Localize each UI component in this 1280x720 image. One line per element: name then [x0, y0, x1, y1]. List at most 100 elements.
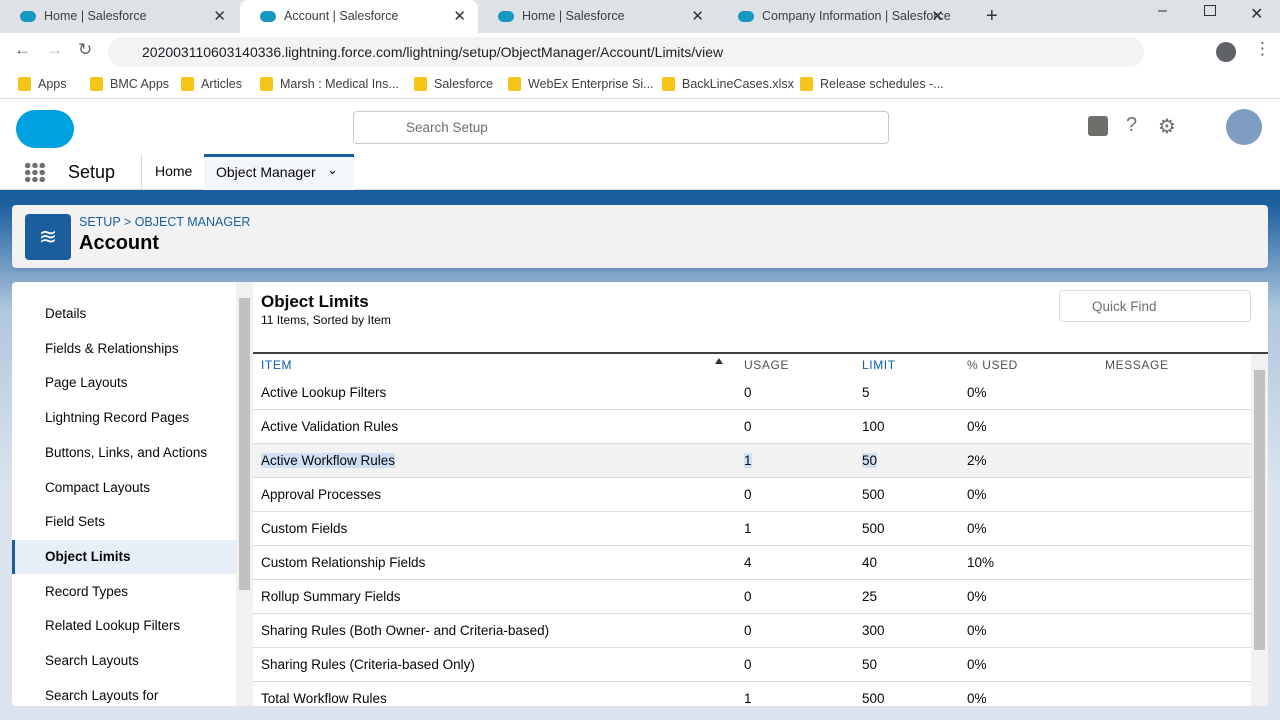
profile[interactable]: [1216, 42, 1236, 62]
tab-close[interactable]: ✕: [453, 8, 466, 25]
sidebar-scrollbar[interactable]: [236, 282, 253, 706]
bookmark[interactable]: WebEx Enterprise Si...: [508, 77, 654, 91]
add-button[interactable]: [1088, 116, 1108, 136]
scroll-thumb[interactable]: [1254, 370, 1265, 650]
table-cell: 10%: [967, 555, 995, 570]
table-cell: 1: [744, 453, 752, 468]
tab-close[interactable]: ✕: [691, 8, 704, 25]
column-header[interactable]: USAGE: [744, 358, 790, 372]
table-cell: 0%: [967, 419, 987, 434]
page-title: Account: [79, 232, 159, 254]
app-launcher[interactable]: [24, 162, 46, 182]
table-cell: Active Workflow Rules: [261, 453, 396, 468]
sidebar-item[interactable]: Search Layouts for: [45, 687, 159, 703]
reload[interactable]: ↻: [78, 40, 93, 59]
column-header[interactable]: MESSAGE: [1105, 358, 1169, 372]
table-cell: 1: [744, 521, 752, 536]
sort-indicator[interactable]: [715, 358, 723, 364]
table-row[interactable]: Approval Processes 0 500 0%: [253, 478, 1251, 512]
nav-dropdown[interactable]: ⌄: [327, 162, 338, 177]
settings[interactable]: ⚙: [1158, 116, 1176, 138]
help[interactable]: ?: [1126, 114, 1138, 136]
table-cell: Active Lookup Filters: [261, 385, 387, 400]
app-name: Setup: [68, 162, 116, 182]
sidebar-item[interactable]: Compact Layouts: [45, 479, 151, 495]
sidebar-item[interactable]: Search Layouts: [45, 653, 139, 668]
sidebar-item[interactable]: Fields & Relationships: [45, 340, 179, 356]
bookmark[interactable]: BackLineCases.xlsx: [662, 77, 794, 91]
object-header: ≋ SETUP > OBJECT MANAGER Account: [12, 205, 1268, 268]
table-cell: 25: [862, 589, 878, 604]
table-cell: 500: [862, 521, 885, 536]
quick-find[interactable]: Quick Find: [1059, 290, 1251, 322]
bookmark[interactable]: Articles: [181, 77, 242, 91]
table-row[interactable]: Active Lookup Filters 0 5 0%: [253, 376, 1251, 410]
table-row[interactable]: Custom Relationship Fields 4 40 10%: [253, 546, 1251, 580]
tab-icon: [498, 11, 514, 22]
sidebar-item[interactable]: Field Sets: [45, 514, 106, 530]
column-header[interactable]: ITEM: [261, 358, 293, 372]
table-cell: Custom Fields: [261, 521, 348, 536]
nav-tab[interactable]: Home: [141, 154, 204, 190]
table-cell: Rollup Summary Fields: [261, 589, 401, 604]
browser-tab[interactable]: Company Information | Salesforce ✕: [718, 0, 956, 33]
bookmark[interactable]: Marsh : Medical Ins...: [260, 77, 399, 91]
bookmark[interactable]: Apps: [18, 77, 67, 91]
tab-close[interactable]: ✕: [931, 8, 944, 25]
scroll-thumb[interactable]: [239, 298, 250, 590]
bookmark[interactable]: Release schedules -...: [800, 77, 944, 91]
tab-close[interactable]: ✕: [213, 8, 226, 25]
restore[interactable]: [1204, 5, 1216, 16]
column-header[interactable]: % USED: [967, 358, 1018, 372]
table-cell: 4: [744, 555, 752, 570]
bookmark[interactable]: Salesforce: [413, 77, 494, 91]
table-row[interactable]: Sharing Rules (Criteria-based Only) 0 50 0%: [253, 648, 1251, 682]
tab-bar: + – ✕ Home | Salesforce ✕ Account | Salesf…: [0, 0, 1280, 33]
column-header[interactable]: LIMIT: [862, 358, 896, 372]
table-cell: 40: [862, 555, 878, 570]
minimize[interactable]: –: [1158, 2, 1167, 19]
table-cell: 500: [862, 691, 885, 706]
search-setup[interactable]: Search Setup: [353, 111, 889, 144]
table-cell: 50: [862, 657, 878, 672]
section-title: Object Limits: [261, 292, 369, 311]
avatar[interactable]: [1226, 109, 1262, 145]
table-cell: 0%: [967, 589, 987, 604]
sidebar-item[interactable]: Object Limits: [12, 539, 236, 574]
close-window[interactable]: ✕: [1250, 6, 1264, 23]
table-cell: 500: [862, 487, 885, 502]
sidebar-item[interactable]: Details: [45, 306, 87, 321]
browser-tab[interactable]: Account | Salesforce ✕: [240, 0, 478, 33]
url[interactable]: 202003110603140336.lightning.force.com/l…: [108, 37, 1144, 67]
table-row[interactable]: Custom Fields 1 500 0%: [253, 512, 1251, 546]
table-row[interactable]: Active Workflow Rules 1 50 2%: [253, 444, 1251, 478]
table-cell: 0%: [967, 487, 987, 502]
table-row[interactable]: Rollup Summary Fields 0 25 0%: [253, 580, 1251, 614]
sidebar-item[interactable]: Record Types: [45, 583, 129, 599]
table-cell: 5: [862, 385, 870, 400]
table-row[interactable]: Total Workflow Rules 1 500 0%: [253, 682, 1251, 706]
sidebar: Details Fields & Relationships Page Layout…: [12, 282, 253, 706]
sidebar-item[interactable]: Related Lookup Filters: [45, 618, 181, 634]
menu[interactable]: ⋮: [1254, 39, 1271, 58]
table-scrollbar[interactable]: [1251, 354, 1268, 706]
browser-tab[interactable]: Home | Salesforce ✕: [478, 0, 716, 33]
table-row[interactable]: Sharing Rules (Both Owner- and Criteria-…: [253, 614, 1251, 648]
bookmark[interactable]: BMC Apps: [89, 77, 170, 91]
table-cell: Active Validation Rules: [261, 419, 399, 434]
new-tab[interactable]: +: [986, 5, 998, 27]
table-top-border: [253, 352, 1268, 354]
sidebar-item[interactable]: Buttons, Links, and Actions: [45, 444, 208, 460]
browser-tab[interactable]: Home | Salesforce ✕: [0, 0, 238, 33]
table-row[interactable]: Active Validation Rules 0 100 0%: [253, 410, 1251, 444]
nav-tab[interactable]: Object Manager: [204, 154, 354, 190]
content-panel: Object Limits 11 Items, Sorted by Item Q…: [253, 282, 1268, 706]
sidebar-item[interactable]: Page Layouts: [45, 375, 128, 391]
back[interactable]: ←: [14, 40, 31, 59]
forward[interactable]: →: [46, 40, 63, 59]
nav-bar: Setup Home Object Manager ⌄: [0, 154, 1280, 190]
breadcrumb[interactable]: SETUP > OBJECT MANAGER: [79, 215, 251, 229]
sidebar-item[interactable]: Lightning Record Pages: [45, 410, 190, 426]
salesforce-logo[interactable]: [16, 110, 74, 148]
tab-icon: [20, 11, 36, 22]
